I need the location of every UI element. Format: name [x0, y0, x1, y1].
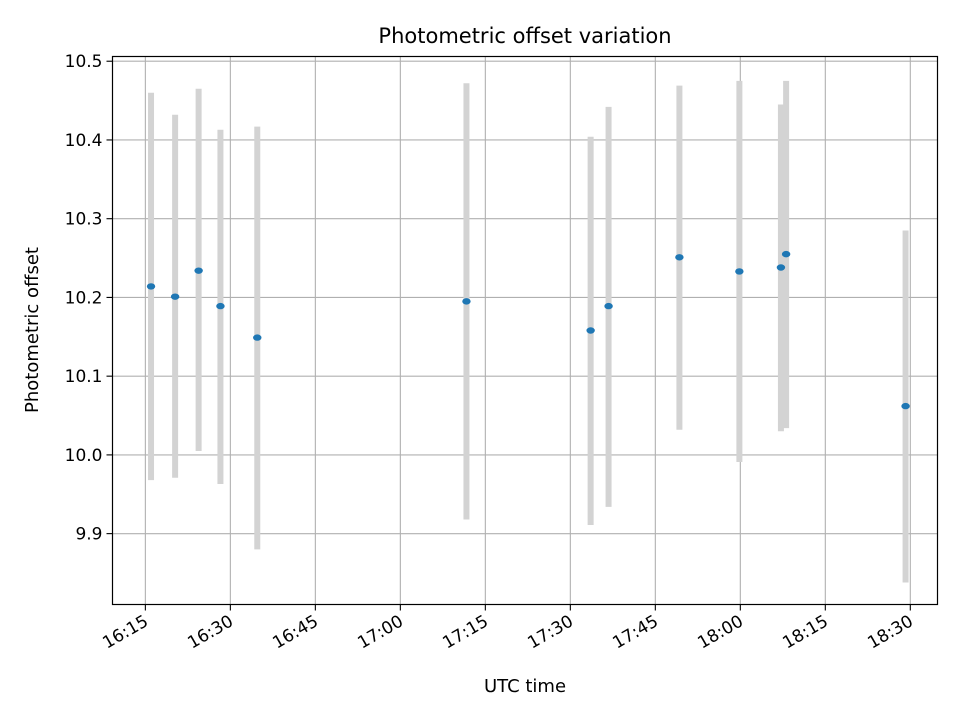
x-axis-label: UTC time: [484, 676, 566, 697]
data-point: [253, 334, 262, 341]
y-tick-label: 10.0: [65, 446, 103, 466]
y-axis-label: Photometric offset: [22, 247, 43, 413]
data-point: [170, 293, 180, 300]
data-points: [146, 250, 910, 410]
data-point: [216, 302, 225, 310]
data-point: [462, 298, 471, 305]
y-tick-label: 10.1: [65, 367, 103, 387]
y-axis-ticks: 9.9 10.0 10.1 10.2 10.3 10.4 10.5: [65, 52, 113, 545]
y-tick-label: 10.3: [65, 210, 103, 230]
data-point: [604, 302, 613, 310]
data-point: [901, 402, 910, 410]
data-point: [675, 254, 684, 261]
data-point: [735, 268, 744, 275]
y-tick-label: 10.5: [65, 52, 103, 72]
axes-frame: [111, 55, 939, 606]
y-tick-label: 9.9: [75, 525, 102, 545]
chart-title: Photometric offset variation: [378, 24, 671, 48]
y-tick-label: 10.4: [65, 131, 103, 151]
data-point: [146, 283, 156, 290]
data-point: [776, 264, 786, 271]
data-point: [781, 250, 791, 258]
data-point: [194, 267, 203, 274]
data-point: [586, 327, 595, 334]
y-tick-label: 10.2: [65, 288, 103, 308]
